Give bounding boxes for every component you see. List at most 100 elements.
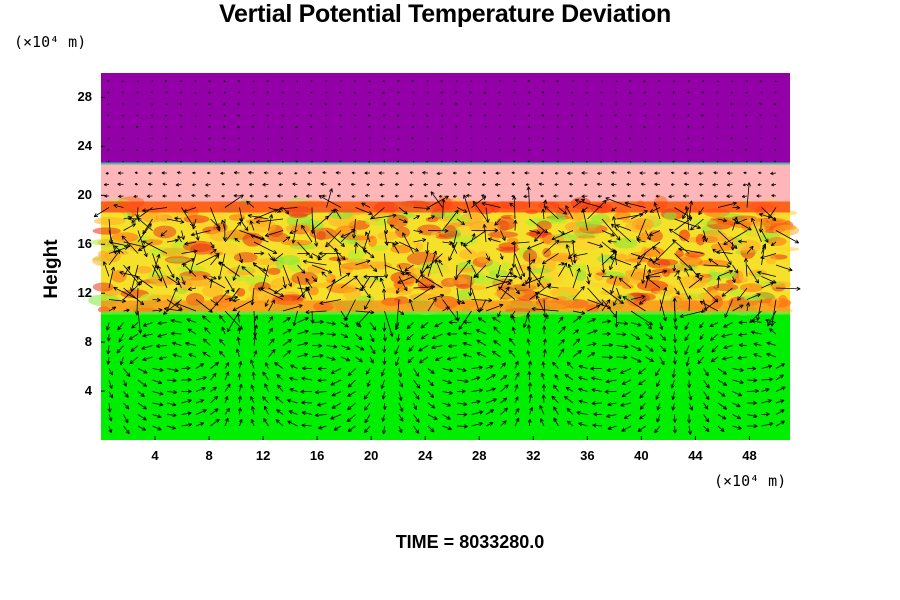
wind-vector bbox=[485, 364, 494, 369]
wind-vector bbox=[369, 356, 374, 364]
wind-vector bbox=[321, 271, 327, 277]
wind-vector bbox=[383, 126, 386, 128]
wind-vector bbox=[137, 310, 143, 334]
wind-vector bbox=[301, 400, 313, 405]
wind-vector bbox=[326, 188, 333, 208]
wind-vector bbox=[223, 103, 226, 106]
wind-vector bbox=[250, 359, 255, 369]
wind-vector bbox=[107, 137, 110, 140]
wind-vector bbox=[334, 208, 342, 220]
wind-vector bbox=[564, 373, 574, 381]
turbulence-patch bbox=[692, 273, 713, 284]
wind-vector bbox=[766, 352, 777, 358]
wind-vector bbox=[137, 414, 147, 421]
wind-vector bbox=[477, 317, 487, 323]
wind-vector bbox=[600, 91, 603, 94]
wind-vector bbox=[567, 171, 574, 175]
wind-vector bbox=[702, 103, 704, 105]
wind-vector bbox=[710, 333, 719, 341]
wind-vector bbox=[456, 389, 466, 394]
wind-vector bbox=[123, 308, 130, 313]
wind-vector bbox=[106, 356, 111, 365]
wind-vector bbox=[330, 368, 342, 374]
wind-vector bbox=[482, 224, 487, 243]
wind-vector bbox=[93, 207, 110, 218]
turbulence-patch bbox=[447, 276, 468, 285]
wind-vector bbox=[264, 230, 284, 237]
wind-vector bbox=[513, 137, 516, 140]
wind-vector bbox=[527, 382, 533, 392]
x-tick-label: 20 bbox=[363, 448, 379, 463]
wind-vector bbox=[252, 336, 257, 346]
wind-vector bbox=[670, 379, 675, 389]
wind-vector bbox=[426, 149, 429, 151]
wind-vector bbox=[180, 126, 182, 128]
turbulence-patch bbox=[308, 286, 319, 296]
wind-vector bbox=[757, 270, 777, 277]
wind-vector bbox=[741, 194, 748, 199]
wind-vector bbox=[732, 402, 741, 408]
wind-vector bbox=[543, 80, 545, 82]
wind-vector bbox=[253, 160, 255, 163]
wind-vector bbox=[456, 299, 466, 305]
wind-vector bbox=[164, 160, 168, 163]
wind-vector bbox=[151, 137, 153, 140]
wind-vector bbox=[541, 394, 546, 404]
wind-vector bbox=[774, 137, 777, 140]
wind-vector bbox=[512, 149, 516, 152]
wind-vector bbox=[703, 368, 709, 377]
wind-vector bbox=[325, 126, 327, 128]
upper-red-band bbox=[101, 201, 790, 213]
wind-vector bbox=[610, 182, 617, 187]
wind-vector bbox=[361, 276, 371, 289]
wind-vector bbox=[174, 216, 182, 221]
wind-vector bbox=[248, 170, 255, 175]
wind-vector bbox=[469, 91, 472, 94]
wind-vector bbox=[448, 343, 458, 349]
wind-vector bbox=[553, 406, 559, 415]
wind-vector bbox=[136, 114, 139, 117]
wind-vector bbox=[395, 171, 400, 175]
turbulence-patch bbox=[614, 211, 631, 221]
wind-vector bbox=[223, 91, 226, 94]
wind-vector bbox=[107, 103, 110, 106]
wind-vector bbox=[339, 160, 342, 163]
wind-vector bbox=[297, 329, 309, 335]
turbulence-patch bbox=[343, 288, 362, 301]
wind-vector bbox=[422, 171, 429, 175]
wind-vector bbox=[409, 171, 414, 175]
wind-vector bbox=[556, 137, 559, 140]
wind-vector bbox=[597, 194, 603, 198]
wind-vector bbox=[121, 137, 124, 140]
wind-vector bbox=[379, 277, 385, 289]
wind-vector bbox=[363, 250, 371, 254]
wind-vector bbox=[630, 356, 642, 363]
wind-vector bbox=[353, 148, 356, 152]
wind-vector bbox=[775, 230, 800, 244]
wind-vector bbox=[540, 418, 545, 427]
wind-vector bbox=[626, 171, 632, 175]
wind-vector bbox=[558, 239, 576, 244]
wind-vector bbox=[204, 327, 211, 335]
wind-vector bbox=[266, 79, 269, 83]
wind-vector bbox=[591, 401, 603, 406]
wind-vector bbox=[207, 171, 211, 175]
wind-vector bbox=[775, 399, 785, 404]
wind-vector bbox=[208, 91, 211, 94]
wind-vector bbox=[760, 137, 763, 140]
wind-vector bbox=[420, 274, 443, 289]
wind-vector bbox=[264, 383, 269, 392]
wind-vector bbox=[556, 79, 559, 83]
wind-vector bbox=[572, 137, 574, 140]
wind-vector bbox=[644, 137, 647, 140]
wind-vector bbox=[142, 333, 153, 338]
y-axis-unit: (×10⁴ m) bbox=[14, 33, 87, 51]
wind-vector bbox=[278, 183, 284, 187]
wind-vector bbox=[311, 343, 323, 348]
wind-vector bbox=[645, 322, 653, 330]
wind-vector bbox=[484, 102, 487, 106]
wind-vector bbox=[527, 241, 545, 250]
wind-vector bbox=[527, 371, 532, 381]
wind-vector bbox=[135, 276, 153, 289]
wind-vector bbox=[238, 418, 243, 427]
